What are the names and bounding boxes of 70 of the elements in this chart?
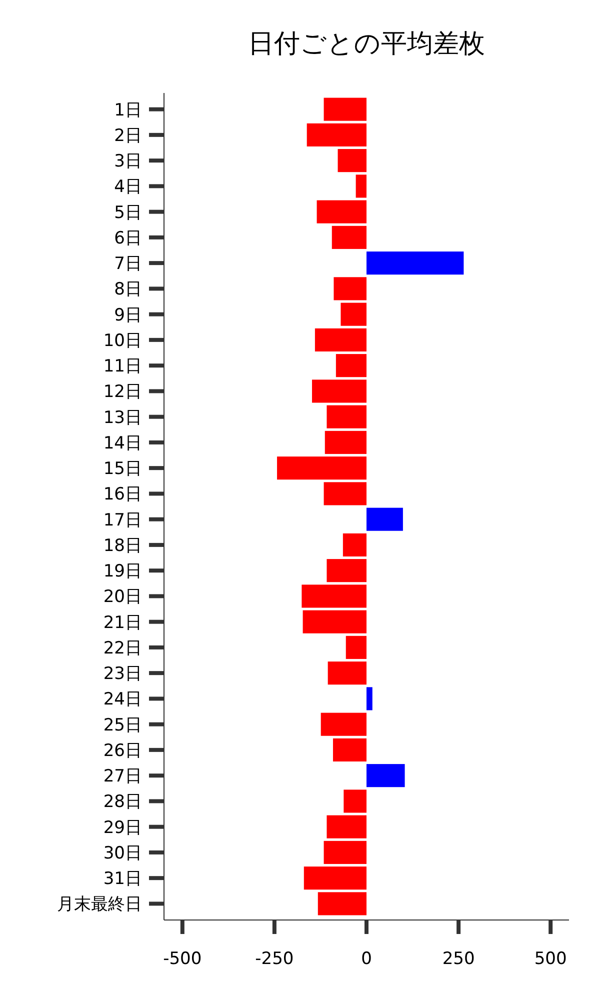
y-tick-label: 18日 xyxy=(103,536,142,556)
y-tick-label: 6日 xyxy=(114,228,142,248)
bar xyxy=(366,252,464,275)
y-tick-label: 13日 xyxy=(103,408,142,428)
bar xyxy=(318,892,366,916)
bar xyxy=(342,533,366,556)
y-tick-label: 31日 xyxy=(103,869,142,890)
y-tick-label: 28日 xyxy=(103,792,142,812)
bar xyxy=(306,123,366,146)
y-tick-label: 29日 xyxy=(103,818,142,838)
y-tick-label: 27日 xyxy=(103,766,142,787)
y-tick-label: 17日 xyxy=(103,510,142,530)
y-tick-label: 15日 xyxy=(103,459,142,480)
bar xyxy=(324,482,366,506)
y-tick-label: 4日 xyxy=(114,177,142,198)
bar xyxy=(326,405,366,428)
bar xyxy=(316,200,366,224)
bar xyxy=(326,815,366,838)
y-tick-label: 8日 xyxy=(114,280,142,300)
y-tick-label: 26日 xyxy=(103,740,142,761)
x-tick-label: 250 xyxy=(442,949,475,969)
y-tick-label: 24日 xyxy=(103,690,142,710)
y-tick-label: 2日 xyxy=(114,126,142,146)
bar xyxy=(304,866,366,890)
y-tick-label: 16日 xyxy=(103,484,142,505)
bar xyxy=(312,380,366,403)
bar xyxy=(314,328,366,352)
x-tick-label: -500 xyxy=(163,949,202,969)
bar xyxy=(338,149,366,172)
bar xyxy=(340,302,366,326)
bar xyxy=(328,662,366,685)
bar xyxy=(356,174,366,198)
bar xyxy=(336,354,366,378)
bar xyxy=(324,840,366,864)
bar xyxy=(324,430,366,454)
y-tick-label: 14日 xyxy=(103,433,142,454)
y-tick-label: 19日 xyxy=(103,562,142,582)
y-tick-label: 7日 xyxy=(114,254,142,274)
y-tick-label: 30日 xyxy=(103,843,142,864)
bar xyxy=(277,456,366,480)
bar xyxy=(302,610,366,634)
y-tick-label: 9日 xyxy=(114,305,142,326)
bar xyxy=(326,559,366,582)
x-tick-label: 0 xyxy=(361,949,372,969)
y-tick-label: 月末最終日 xyxy=(57,894,142,915)
bar xyxy=(346,636,366,659)
bar xyxy=(332,226,366,249)
y-tick-label: 1日 xyxy=(114,100,142,120)
y-tick-label: 20日 xyxy=(103,587,142,608)
bar xyxy=(366,687,372,710)
bar xyxy=(366,764,405,788)
y-tick-label: 5日 xyxy=(114,202,142,223)
bar xyxy=(366,508,403,531)
x-tick-label: 500 xyxy=(534,949,567,969)
bar xyxy=(302,584,366,608)
y-tick-label: 22日 xyxy=(103,638,142,658)
y-tick-label: 23日 xyxy=(103,664,142,684)
x-tick-label: -250 xyxy=(255,949,294,969)
bar xyxy=(324,98,366,121)
bar xyxy=(344,790,366,813)
y-tick-label: 3日 xyxy=(114,152,142,172)
y-tick-label: 25日 xyxy=(103,715,142,736)
y-tick-label: 21日 xyxy=(103,612,142,633)
y-tick-label: 10日 xyxy=(103,330,142,351)
bar xyxy=(334,277,366,300)
chart-title: 日付ごとの平均差枚 xyxy=(248,29,485,59)
y-tick-label: 11日 xyxy=(103,356,142,377)
bar xyxy=(320,712,366,736)
y-tick-label: 12日 xyxy=(103,382,142,402)
bar xyxy=(332,738,366,762)
